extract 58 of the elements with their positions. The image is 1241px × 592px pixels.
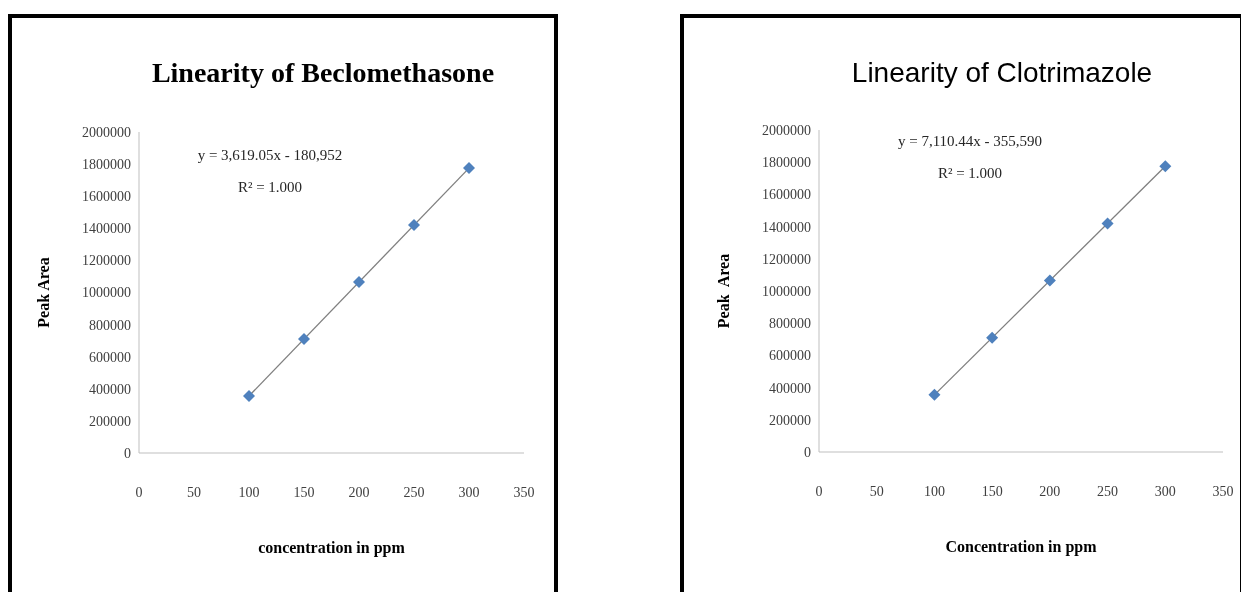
y-tick-label: 800000 — [89, 317, 131, 333]
point — [353, 276, 365, 289]
x-tick-label: 100 — [238, 485, 260, 500]
y-tick-label: 600000 — [769, 348, 811, 364]
y-tick-label: 1800000 — [762, 155, 811, 171]
y-tick-label: 1600000 — [82, 189, 131, 205]
chart-title: Linearity of Beclomethasone — [151, 57, 495, 88]
y-tick-label: 1800000 — [82, 157, 131, 172]
chart-title: Linearity of Clotrimazole — [851, 57, 1153, 88]
x-tick-label: 200 — [348, 485, 370, 500]
y-axis-title: Peak Area — [715, 253, 732, 329]
x-tick-label: 100 — [923, 484, 945, 499]
annotation: R² = 1.000 — [237, 179, 303, 195]
y-tick-label: 600000 — [89, 349, 131, 365]
y-tick-label: 1000000 — [82, 285, 131, 301]
point — [298, 333, 310, 346]
point — [408, 219, 420, 232]
y-tick-label: 400000 — [89, 381, 131, 397]
y-tick-label: 400000 — [769, 380, 811, 396]
y-tick-label: 0 — [804, 444, 811, 460]
x-tick-label: 150 — [293, 485, 315, 500]
y-tick-label: 1400000 — [82, 221, 131, 237]
point — [1159, 160, 1172, 173]
y-tick-label: 1200000 — [762, 251, 811, 267]
annotation: y = 7,110.44x - 355,590 — [897, 133, 1043, 149]
x-tick-label: 50 — [187, 485, 201, 500]
y-tick-label: 2000000 — [762, 122, 811, 138]
y-tick-label: 800000 — [769, 316, 811, 332]
point — [986, 331, 999, 344]
x-tick-label: 350 — [1212, 484, 1234, 499]
annotation: R² = 1.000 — [937, 165, 1003, 181]
x-axis-title: concentration in ppm — [258, 539, 406, 557]
x-tick-label: 200 — [1039, 484, 1061, 499]
x-tick-label: 250 — [1097, 484, 1119, 499]
y-tick-label: 0 — [124, 445, 131, 461]
x-tick-label: 50 — [869, 484, 884, 499]
x-tick-label: 150 — [981, 484, 1003, 499]
y-tick-label: 1600000 — [762, 187, 811, 203]
y-tick-label: 1000000 — [762, 283, 811, 299]
x-tick-label: 350 — [513, 485, 535, 500]
point — [1043, 274, 1056, 287]
y-axis-title: Peak Area — [35, 257, 52, 328]
y-tick-label: 200000 — [769, 412, 811, 428]
y-tick-label: 1200000 — [82, 253, 131, 269]
x-tick-label: 0 — [815, 484, 823, 499]
y-tick-label: 1400000 — [762, 219, 811, 235]
x-tick-label: 0 — [135, 485, 143, 500]
x-tick-label: 250 — [403, 485, 425, 500]
annotation: y = 3,619.05x - 180,952 — [197, 147, 343, 163]
point — [243, 390, 255, 403]
x-tick-label: 300 — [1154, 484, 1176, 499]
point — [463, 162, 475, 175]
point — [928, 388, 941, 401]
y-tick-label: 200000 — [89, 413, 131, 429]
x-axis-title: Concentration in ppm — [945, 538, 1098, 556]
point — [1101, 217, 1114, 230]
x-tick-label: 300 — [458, 485, 480, 500]
y-tick-label: 2000000 — [82, 124, 131, 140]
